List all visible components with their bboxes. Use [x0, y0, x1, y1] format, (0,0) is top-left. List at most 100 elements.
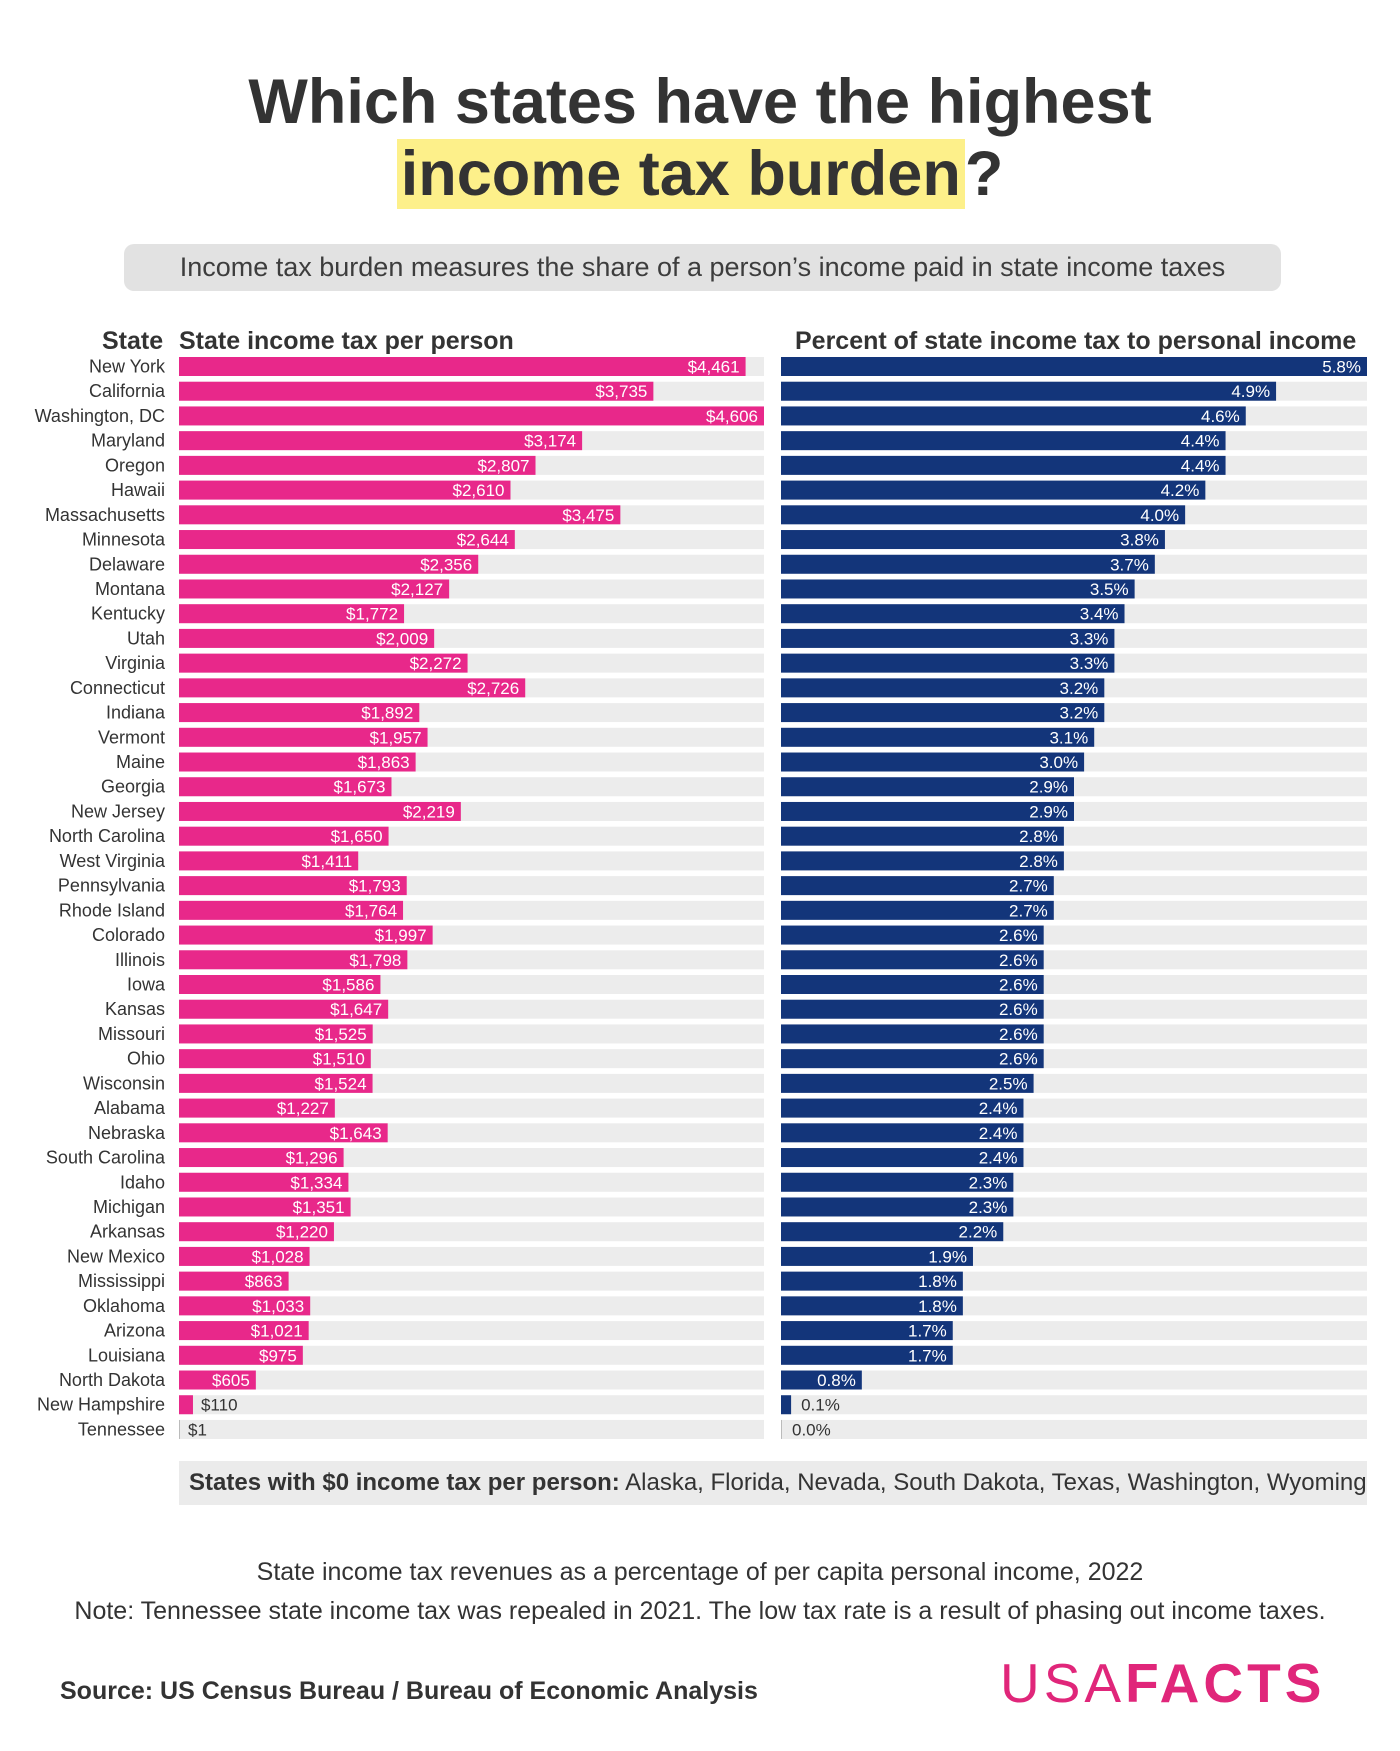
percent-value-label: 2.5%	[989, 1074, 1028, 1093]
percent-bar	[781, 1073, 1034, 1093]
percent-bar	[781, 1098, 1024, 1118]
per-person-value-label: $1,673	[333, 778, 385, 797]
per-person-value-label: $1,524	[315, 1074, 367, 1093]
percent-value-label: 2.9%	[1029, 802, 1068, 821]
state-label: Wisconsin	[83, 1073, 165, 1093]
state-label: Oregon	[105, 455, 165, 475]
per-person-value-label: $1,863	[358, 753, 410, 772]
percent-value-label: 2.9%	[1029, 778, 1068, 797]
percent-value-label: 2.3%	[969, 1198, 1008, 1217]
state-label: Vermont	[98, 727, 165, 747]
per-person-value-label: $3,174	[524, 432, 576, 451]
percent-value-label: 2.8%	[1019, 852, 1058, 871]
subtitle-box: Income tax burden measures the share of …	[124, 244, 1281, 291]
state-label: New York	[89, 357, 166, 377]
percent-bar	[781, 1197, 1014, 1217]
percent-bar	[781, 851, 1064, 871]
percent-value-label: 3.2%	[1060, 679, 1099, 698]
percent-bar	[781, 604, 1125, 624]
percent-value-label: 0.0%	[792, 1420, 831, 1439]
percent-value-label: 3.8%	[1120, 531, 1159, 550]
per-person-bar	[179, 1073, 373, 1093]
state-label: Arkansas	[90, 1222, 165, 1242]
per-person-track	[179, 1246, 764, 1266]
per-person-value-label: $3,475	[562, 506, 614, 525]
state-label: Rhode Island	[59, 900, 165, 920]
state-label: Virginia	[105, 653, 166, 673]
percent-bar	[781, 703, 1105, 723]
per-person-value-label: $4,606	[706, 407, 758, 426]
per-person-bar	[179, 1172, 349, 1192]
state-label: Minnesota	[82, 530, 166, 550]
per-person-bar	[179, 653, 468, 673]
state-label: Hawaii	[111, 480, 165, 500]
percent-value-label: 4.4%	[1181, 456, 1220, 475]
state-label: Connecticut	[70, 678, 165, 698]
per-person-bar	[179, 752, 416, 772]
percent-value-label: 4.0%	[1140, 506, 1179, 525]
per-person-bar	[179, 678, 526, 698]
percent-value-label: 3.0%	[1039, 753, 1078, 772]
zero-tax-states-box: States with $0 income tax per person: Al…	[179, 1461, 1367, 1505]
percent-value-label: 2.6%	[999, 926, 1038, 945]
logo-facts: FACTS	[1125, 1652, 1326, 1714]
per-person-column-header: State income tax per person	[179, 327, 514, 355]
percent-value-label: 2.4%	[979, 1149, 1018, 1168]
percent-bar	[781, 925, 1044, 945]
logo-usa: USA	[1000, 1652, 1126, 1714]
percent-bar	[781, 1049, 1044, 1069]
title-question-mark: ?	[964, 139, 1004, 209]
percent-bar	[781, 876, 1054, 896]
per-person-value-label: $2,272	[410, 654, 462, 673]
per-person-bar	[179, 1345, 303, 1365]
percent-bar	[781, 1395, 792, 1415]
per-person-value-label: $1,525	[315, 1025, 367, 1044]
per-person-value-label: $1,021	[251, 1322, 303, 1341]
per-person-value-label: $1,334	[290, 1173, 342, 1192]
state-label: Mississippi	[78, 1271, 165, 1291]
per-person-bar	[179, 975, 381, 994]
percent-value-label: 3.7%	[1110, 555, 1149, 574]
percent-value-label: 3.2%	[1060, 704, 1099, 723]
per-person-bar	[179, 1197, 351, 1217]
percent-bar	[781, 678, 1105, 698]
percent-bar	[781, 1024, 1044, 1044]
per-person-bar	[179, 604, 405, 624]
per-person-value-label: $1,586	[322, 976, 374, 995]
state-label: Alabama	[94, 1098, 166, 1118]
percent-value-label: 3.3%	[1070, 629, 1109, 648]
percent-bar	[781, 975, 1044, 994]
per-person-value-label: $2,726	[467, 679, 519, 698]
per-person-bar	[179, 826, 389, 846]
per-person-value-label: $3,735	[595, 382, 647, 401]
state-label: Oklahoma	[83, 1296, 166, 1316]
per-person-bar	[179, 1370, 256, 1390]
state-label: Massachusetts	[45, 505, 165, 525]
per-person-value-label: $1,764	[345, 901, 397, 920]
per-person-bar	[179, 876, 407, 896]
per-person-value-label: $1,227	[277, 1099, 329, 1118]
percent-value-label: 2.4%	[979, 1099, 1018, 1118]
per-person-bar	[179, 628, 435, 648]
percent-value-label: 2.8%	[1019, 827, 1058, 846]
per-person-value-label: $1,647	[330, 1000, 382, 1019]
per-person-value-label: $605	[212, 1371, 250, 1390]
percent-bar	[781, 357, 1367, 376]
percent-bar	[781, 431, 1226, 451]
percent-bar	[781, 900, 1054, 920]
per-person-bar	[179, 455, 536, 475]
per-person-bar	[179, 801, 461, 821]
percent-value-label: 2.6%	[999, 976, 1038, 995]
state-label: Missouri	[98, 1024, 165, 1044]
percent-value-label: 2.3%	[969, 1173, 1008, 1192]
percent-column-header: Percent of state income tax to personal …	[795, 327, 1357, 355]
state-label: Michigan	[93, 1197, 165, 1217]
per-person-value-label: $1,510	[313, 1050, 365, 1069]
per-person-bar	[179, 1024, 373, 1044]
percent-value-label: 1.9%	[928, 1247, 967, 1266]
per-person-value-label: $1,957	[370, 728, 422, 747]
percent-track	[781, 1419, 1367, 1439]
per-person-bar	[179, 1395, 193, 1415]
percent-value-label: 4.2%	[1161, 481, 1200, 500]
percent-bar	[781, 950, 1044, 970]
